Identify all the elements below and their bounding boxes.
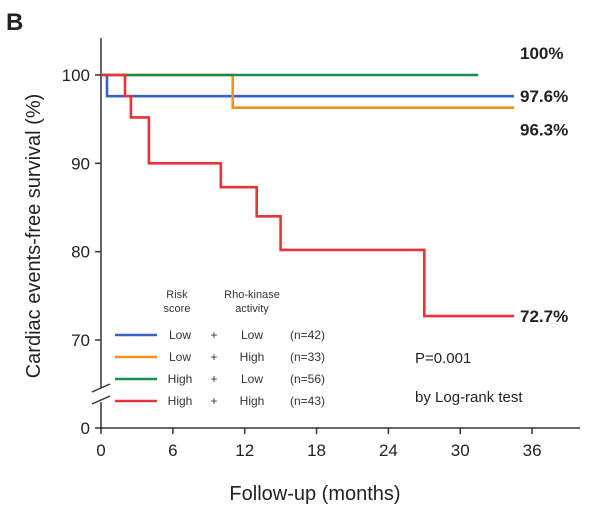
legend-risk: Low bbox=[169, 328, 191, 342]
series-line bbox=[101, 73, 515, 98]
legend-row: Low + High (n=33) bbox=[115, 350, 325, 364]
axis-break-mark bbox=[91, 395, 111, 405]
legend-op: + bbox=[210, 372, 217, 386]
legend-rho: High bbox=[240, 350, 265, 364]
y-tick-label: 0 bbox=[81, 419, 90, 438]
series-line bbox=[101, 73, 515, 318]
end-labels: 97.6% 96.3% 100% 72.7% bbox=[520, 44, 568, 326]
y-tick-label: 100 bbox=[62, 66, 90, 85]
legend: Risk score Rho-kinase activity Low + Low (n=42)… bbox=[115, 289, 325, 408]
legend-header-rho: activity bbox=[235, 303, 269, 315]
x-tick-label: 36 bbox=[523, 441, 542, 460]
legend-header-risk: Risk bbox=[166, 289, 188, 301]
legend-row: High + Low (n=56) bbox=[115, 372, 325, 386]
x-tick-label: 30 bbox=[451, 441, 470, 460]
legend-rho: Low bbox=[241, 328, 263, 342]
series-end-label: 97.6% bbox=[520, 87, 568, 106]
series-line bbox=[101, 73, 515, 109]
legend-op: + bbox=[210, 328, 217, 342]
legend-row: Low + Low (n=42) bbox=[115, 328, 325, 342]
x-tick-label: 24 bbox=[379, 441, 398, 460]
series-end-label: 100% bbox=[520, 44, 563, 63]
y-tick-label: 80 bbox=[71, 243, 90, 262]
test-name: by Log-rank test bbox=[415, 389, 523, 406]
x-tick-label: 0 bbox=[96, 441, 105, 460]
legend-header-risk: score bbox=[164, 303, 191, 315]
x-tick-label: 6 bbox=[168, 441, 177, 460]
legend-op: + bbox=[210, 394, 217, 408]
p-value: P=0.001 bbox=[415, 350, 471, 367]
y-axis-title: Cardiac events-free survival (%) bbox=[23, 94, 45, 379]
series-layer bbox=[101, 73, 515, 318]
series-end-label: 72.7% bbox=[520, 307, 568, 326]
legend-n: (n=43) bbox=[290, 394, 325, 408]
legend-risk: Low bbox=[169, 350, 191, 364]
series-end-label: 96.3% bbox=[520, 121, 568, 140]
y-tick-label: 90 bbox=[71, 154, 90, 173]
x-axis-title: Follow-up (months) bbox=[229, 483, 400, 505]
x-tick-label: 18 bbox=[307, 441, 326, 460]
axis-break-mark bbox=[91, 383, 111, 393]
legend-header-rho: Rho-kinase bbox=[224, 289, 280, 301]
legend-risk: High bbox=[168, 394, 193, 408]
legend-n: (n=33) bbox=[290, 350, 325, 364]
legend-row: High + High (n=43) bbox=[115, 394, 325, 408]
x-tick-label: 12 bbox=[235, 441, 254, 460]
y-tick-label: 70 bbox=[71, 331, 90, 350]
axes: 0 6 12 18 24 30 36 0 70 80 90 100 bbox=[62, 38, 580, 460]
legend-n: (n=56) bbox=[290, 372, 325, 386]
legend-n: (n=42) bbox=[290, 328, 325, 342]
panel-label: B bbox=[6, 9, 23, 36]
legend-op: + bbox=[210, 350, 217, 364]
legend-rho: High bbox=[240, 394, 265, 408]
legend-rho: Low bbox=[241, 372, 263, 386]
legend-risk: High bbox=[168, 372, 193, 386]
